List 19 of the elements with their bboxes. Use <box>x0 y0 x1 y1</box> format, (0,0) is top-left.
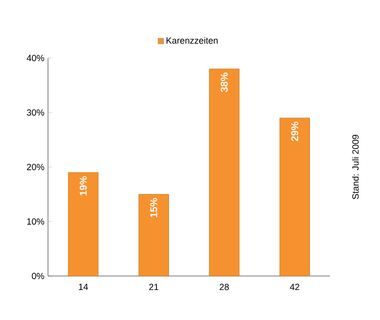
bar <box>209 68 240 276</box>
data-label: 15% <box>150 198 158 218</box>
x-tick-label: 14 <box>78 284 88 290</box>
bar <box>138 194 169 276</box>
y-tick-label: 20% <box>26 164 44 170</box>
x-tick-label: 28 <box>220 284 229 290</box>
x-tick-label: 21 <box>149 284 158 290</box>
x-tick-label: 42 <box>290 284 300 290</box>
y-tick-label: 10% <box>27 218 44 225</box>
legend-label: Karenzzeiten <box>166 37 218 44</box>
bar <box>280 118 310 276</box>
y-tick-label: 40% <box>26 54 44 62</box>
y-tick-label: 30% <box>26 109 44 116</box>
data-label: 19% <box>80 176 87 196</box>
data-label: 29% <box>291 122 298 142</box>
data-label: 38% <box>220 72 228 92</box>
bar <box>68 172 98 276</box>
text: Stand: Juli 2009 <box>352 134 359 200</box>
y-tick-label: 0% <box>32 272 44 280</box>
